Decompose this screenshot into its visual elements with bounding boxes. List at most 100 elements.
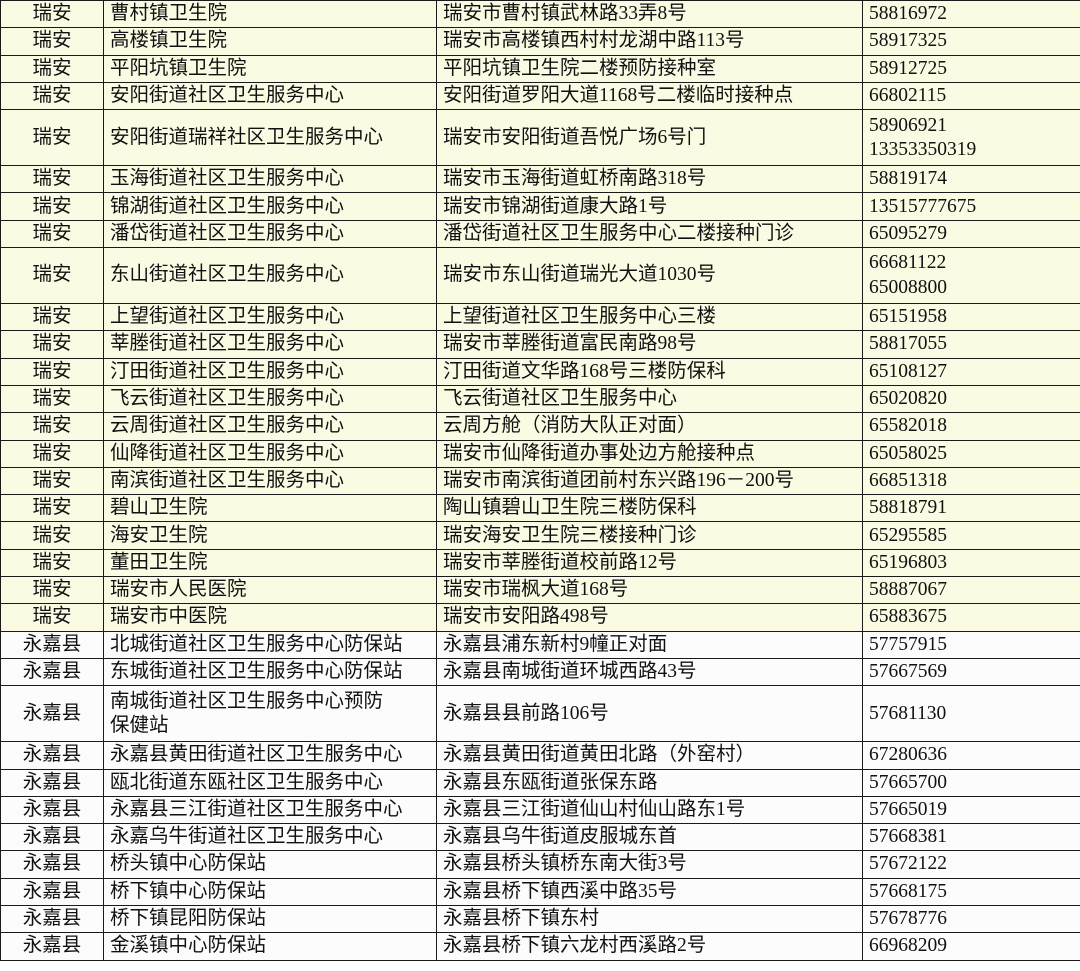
cell-phone: 57681130 — [862, 685, 1080, 743]
table-row: 瑞安 安阳街道社区卫生服务中心 安阳街道罗阳大道1168号二楼临时接种点 668021… — [0, 81, 1080, 111]
cell-address: 瑞安市南滨街道团前村东兴路196－200号 — [436, 466, 863, 496]
cell-district: 瑞安 — [0, 330, 104, 359]
cell-address: 瑞安市安阳街道吾悦广场6号门 — [436, 109, 863, 167]
table-row: 瑞安 东山街道社区卫生服务中心 瑞安市东山街道瑞光大道1030号 66681122 6… — [0, 247, 1080, 305]
cell-site-name: 安阳街道瑞祥社区卫生服务中心 — [103, 109, 437, 167]
cell-district: 瑞安 — [0, 303, 104, 332]
table-row: 永嘉县 南城街道社区卫生服务中心预防 保健站 永嘉县县前路106号 57681130 — [0, 685, 1080, 743]
table-row: 瑞安 瑞安市人民医院 瑞安市瑞枫大道168号 58887067 — [0, 576, 1080, 605]
cell-address: 永嘉县桥下镇西溪中路35号 — [436, 877, 863, 907]
table-row: 瑞安 莘塍街道社区卫生服务中心 瑞安市莘塍街道富民南路98号 58817055 — [0, 330, 1080, 359]
table-row: 永嘉县 瓯北街道东瓯社区卫生服务中心 永嘉县东瓯街道张保东路 57665700 — [0, 768, 1080, 797]
cell-site-name: 海安卫生院 — [103, 521, 437, 550]
table-row: 永嘉县 桥下镇中心防保站 永嘉县桥下镇西溪中路35号 57668175 — [0, 877, 1080, 907]
cell-address: 瑞安市高楼镇西村村龙湖中路113号 — [436, 27, 863, 56]
cell-phone: 66968209 — [862, 932, 1080, 961]
table-row: 永嘉县 东城街道社区卫生服务中心防保站 永嘉县南城街道环城西路43号 57667569 — [0, 657, 1080, 687]
cell-district: 永嘉县 — [0, 877, 104, 907]
cell-phone: 57668381 — [862, 823, 1080, 852]
cell-site-name: 瓯北街道东瓯社区卫生服务中心 — [103, 768, 437, 797]
cell-site-name: 东山街道社区卫生服务中心 — [103, 247, 437, 305]
cell-district: 瑞安 — [0, 521, 104, 550]
cell-phone: 65295585 — [862, 521, 1080, 550]
table-row: 瑞安 汀田街道社区卫生服务中心 汀田街道文华路168号三楼防保科 65108127 — [0, 357, 1080, 386]
table-row: 永嘉县 桥下镇昆阳防保站 永嘉县桥下镇东村 57678776 — [0, 905, 1080, 934]
cell-site-name: 上望街道社区卫生服务中心 — [103, 303, 437, 332]
cell-site-name: 汀田街道社区卫生服务中心 — [103, 357, 437, 386]
cell-address: 永嘉县三江街道仙山村仙山路东1号 — [436, 795, 863, 825]
cell-phone: 58887067 — [862, 576, 1080, 605]
cell-site-name: 桥头镇中心防保站 — [103, 850, 437, 879]
cell-phone: 13515777675 — [862, 192, 1080, 221]
cell-address: 瑞安市玉海街道虹桥南路318号 — [436, 165, 863, 194]
cell-district: 永嘉县 — [0, 932, 104, 961]
cell-phone: 57665019 — [862, 795, 1080, 825]
table-row: 永嘉县 金溪镇中心防保站 永嘉县桥下镇六龙村西溪路2号 66968209 — [0, 932, 1080, 961]
cell-address: 汀田街道文华路168号三楼防保科 — [436, 357, 863, 386]
cell-address: 永嘉县乌牛街道皮服城东首 — [436, 823, 863, 852]
cell-address: 永嘉县桥下镇六龙村西溪路2号 — [436, 932, 863, 961]
cell-site-name: 仙降街道社区卫生服务中心 — [103, 439, 437, 468]
cell-phone: 65582018 — [862, 412, 1080, 441]
cell-site-name: 锦湖街道社区卫生服务中心 — [103, 192, 437, 221]
cell-site-name: 金溪镇中心防保站 — [103, 932, 437, 961]
table-row: 瑞安 云周街道社区卫生服务中心 云周方舱（消防大队正对面） 65582018 — [0, 412, 1080, 441]
cell-district: 瑞安 — [0, 109, 104, 167]
cell-district: 瑞安 — [0, 81, 104, 111]
cell-address: 潘岱街道社区卫生服务中心二楼接种门诊 — [436, 219, 863, 249]
cell-phone: 66851318 — [862, 466, 1080, 496]
cell-site-name: 飞云街道社区卫生服务中心 — [103, 384, 437, 414]
table-row: 瑞安 曹村镇卫生院 瑞安市曹村镇武林路33弄8号 58816972 — [0, 0, 1080, 29]
table-row: 瑞安 董田卫生院 瑞安市莘塍街道校前路12号 65196803 — [0, 548, 1080, 578]
cell-phone: 65151958 — [862, 303, 1080, 332]
cell-address: 永嘉县县前路106号 — [436, 685, 863, 743]
cell-district: 瑞安 — [0, 439, 104, 468]
cell-district: 瑞安 — [0, 27, 104, 56]
cell-address: 永嘉县桥头镇桥东南大街3号 — [436, 850, 863, 879]
cell-address: 平阳坑镇卫生院二楼预防接种室 — [436, 54, 863, 83]
cell-site-name: 董田卫生院 — [103, 548, 437, 578]
cell-phone: 57667569 — [862, 657, 1080, 687]
cell-site-name: 永嘉县黄田街道社区卫生服务中心 — [103, 741, 437, 770]
table-row: 瑞安 南滨街道社区卫生服务中心 瑞安市南滨街道团前村东兴路196－200号 66851… — [0, 466, 1080, 496]
cell-site-name: 云周街道社区卫生服务中心 — [103, 412, 437, 441]
cell-site-name: 永嘉乌牛街道社区卫生服务中心 — [103, 823, 437, 852]
table-row: 瑞安 瑞安市中医院 瑞安市安阳路498号 65883675 — [0, 603, 1080, 632]
cell-site-name: 桥下镇昆阳防保站 — [103, 905, 437, 934]
cell-address: 瑞安市莘塍街道富民南路98号 — [436, 330, 863, 359]
table-row: 瑞安 高楼镇卫生院 瑞安市高楼镇西村村龙湖中路113号 58917325 — [0, 27, 1080, 56]
cell-site-name: 北城街道社区卫生服务中心防保站 — [103, 630, 437, 659]
cell-address: 永嘉县黄田街道黄田北路（外窑村） — [436, 741, 863, 770]
cell-phone: 58818791 — [862, 494, 1080, 523]
cell-address: 瑞安市安阳路498号 — [436, 603, 863, 632]
cell-phone: 65020820 — [862, 384, 1080, 414]
cell-address: 瑞安市莘塍街道校前路12号 — [436, 548, 863, 578]
table-row: 瑞安 平阳坑镇卫生院 平阳坑镇卫生院二楼预防接种室 58912725 — [0, 54, 1080, 83]
cell-phone: 66802115 — [862, 81, 1080, 111]
cell-phone: 58819174 — [862, 165, 1080, 194]
cell-address: 瑞安市仙降街道办事处边方舱接种点 — [436, 439, 863, 468]
cell-phone: 67280636 — [862, 741, 1080, 770]
cell-district: 瑞安 — [0, 192, 104, 221]
cell-site-name: 高楼镇卫生院 — [103, 27, 437, 56]
table-row: 永嘉县 北城街道社区卫生服务中心防保站 永嘉县浦东新村9幢正对面 57757915 — [0, 630, 1080, 659]
cell-address: 上望街道社区卫生服务中心三楼 — [436, 303, 863, 332]
table-row: 瑞安 仙降街道社区卫生服务中心 瑞安市仙降街道办事处边方舱接种点 65058025 — [0, 439, 1080, 468]
table-row: 永嘉县 永嘉县三江街道社区卫生服务中心 永嘉县三江街道仙山村仙山路东1号 576650… — [0, 795, 1080, 825]
cell-district: 瑞安 — [0, 603, 104, 632]
cell-phone: 65095279 — [862, 219, 1080, 249]
cell-site-name: 永嘉县三江街道社区卫生服务中心 — [103, 795, 437, 825]
table-row: 瑞安 飞云街道社区卫生服务中心 飞云街道社区卫生服务中心 65020820 — [0, 384, 1080, 414]
cell-site-name: 安阳街道社区卫生服务中心 — [103, 81, 437, 111]
cell-phone: 58816972 — [862, 0, 1080, 29]
cell-address: 飞云街道社区卫生服务中心 — [436, 384, 863, 414]
cell-site-name: 瑞安市人民医院 — [103, 576, 437, 605]
cell-address: 瑞安市锦湖街道康大路1号 — [436, 192, 863, 221]
cell-phone: 65883675 — [862, 603, 1080, 632]
cell-phone: 65108127 — [862, 357, 1080, 386]
cell-phone: 58817055 — [862, 330, 1080, 359]
cell-site-name: 莘塍街道社区卫生服务中心 — [103, 330, 437, 359]
cell-district: 永嘉县 — [0, 630, 104, 659]
cell-district: 瑞安 — [0, 548, 104, 578]
